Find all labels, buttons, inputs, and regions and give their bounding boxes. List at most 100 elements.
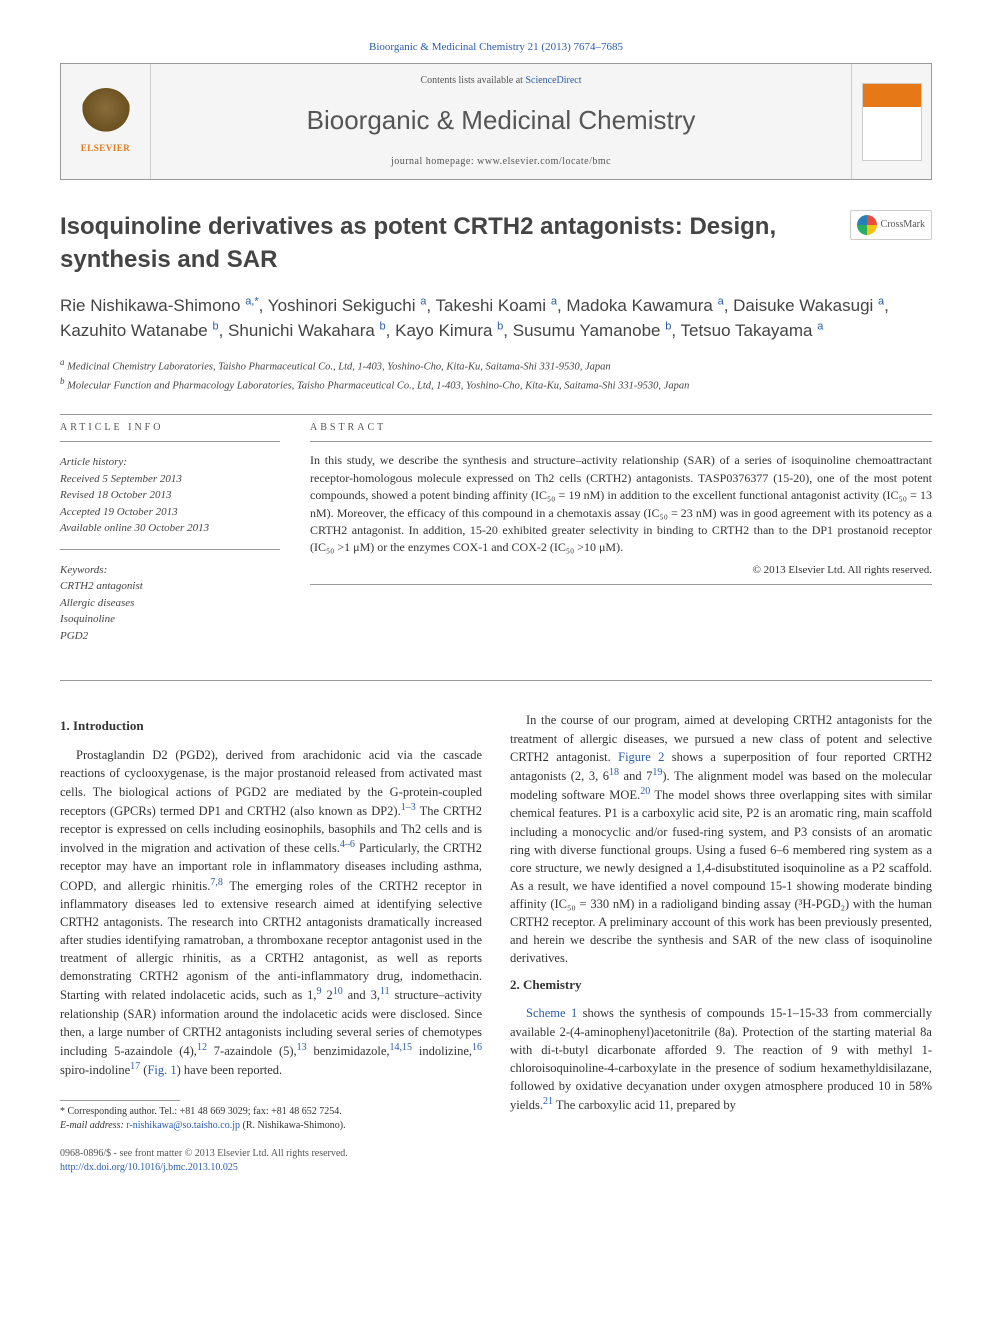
elsevier-label: ELSEVIER [81,142,131,155]
history-online: Available online 30 October 2013 [60,520,280,537]
ref-14-15[interactable]: 14,15 [390,1042,413,1053]
ref-17[interactable]: 17 [130,1061,140,1072]
crossmark-label: CrossMark [881,218,925,232]
keyword-1: Allergic diseases [60,595,280,612]
ref-21[interactable]: 21 [543,1096,553,1107]
keyword-0: CRTH2 antagonist [60,578,280,595]
article-title: Isoquinoline derivatives as potent CRTH2… [60,210,838,277]
crossmark-icon [857,215,877,235]
col2-p1e: The model shows three overlapping sites … [510,788,932,965]
keyword-3: PGD2 [60,628,280,645]
scheme-1-link[interactable]: Scheme 1 [526,1006,577,1020]
affiliation-a: a Medicinal Chemistry Laboratories, Tais… [60,356,932,375]
abstract-copyright: © 2013 Elsevier Ltd. All rights reserved… [310,563,932,578]
intro-p1i: benzimidazole, [307,1044,390,1058]
chemistry-heading: 2. Chemistry [510,976,932,995]
affiliation-b-text: Molecular Function and Pharmacology Labo… [67,381,689,392]
intro-paragraph: Prostaglandin D2 (PGD2), derived from ar… [60,746,482,1079]
journal-header-box: ELSEVIER Contents lists available at Sci… [60,63,932,179]
elsevier-logo[interactable]: ELSEVIER [61,64,151,178]
homepage-url[interactable]: www.elsevier.com/locate/bmc [477,156,611,167]
keyword-2: Isoquinoline [60,611,280,628]
page-root: Bioorganic & Medicinal Chemistry 21 (201… [0,0,992,1215]
ref-19[interactable]: 19 [652,767,662,778]
contents-line: Contents lists available at ScienceDirec… [161,74,841,88]
ref-12[interactable]: 12 [197,1042,207,1053]
history-revised: Revised 18 October 2013 [60,487,280,504]
history-accepted: Accepted 19 October 2013 [60,504,280,521]
chem-p1b: shows the synthesis of compounds 15-1–15… [510,1006,932,1112]
footer-left: 0968-0896/$ - see front matter © 2013 El… [60,1147,348,1175]
chemistry-paragraph: Scheme 1 shows the synthesis of compound… [510,1004,932,1114]
intro-p1f: and 3, [343,989,380,1003]
col2-p1c: and 7 [619,769,652,783]
divider-rule [60,414,932,415]
elsevier-tree-icon [81,88,131,138]
column-left: 1. Introduction Prostaglandin D2 (PGD2),… [60,711,482,1132]
article-info-heading: ARTICLE INFO [60,421,280,435]
corresponding-footnote: * Corresponding author. Tel.: +81 48 669… [60,1105,482,1133]
article-info-col: ARTICLE INFO Article history: Received 5… [60,421,280,650]
homepage-line: journal homepage: www.elsevier.com/locat… [161,155,841,169]
cover-image-icon [862,83,922,161]
corr-tel-fax: * Corresponding author. Tel.: +81 48 669… [60,1105,482,1119]
abstract-heading: ABSTRACT [310,421,932,435]
affiliations: a Medicinal Chemistry Laboratories, Tais… [60,356,932,395]
abstract-text: In this study, we describe the synthesis… [310,448,932,556]
abstract-rule-1 [310,441,932,442]
intro-p1m: ) have been reported. [177,1063,283,1077]
crossmark-badge[interactable]: CrossMark [850,210,932,240]
fig-2-link[interactable]: Figure 2 [618,750,664,764]
ref-20[interactable]: 20 [640,786,650,797]
intro-heading: 1. Introduction [60,717,482,736]
body-rule [60,680,932,681]
affiliation-a-text: Medicinal Chemistry Laboratories, Taisho… [67,361,610,372]
authors-list: Rie Nishikawa-Shimono a,*, Yoshinori Sek… [60,293,932,344]
body-columns: 1. Introduction Prostaglandin D2 (PGD2),… [60,711,932,1132]
ref-13[interactable]: 13 [297,1042,307,1053]
chem-p1c: The carboxylic acid 11, prepared by [553,1098,736,1112]
ref-7-8[interactable]: 7,8 [210,877,223,888]
info-rule-2 [60,549,280,550]
ref-11[interactable]: 11 [380,986,390,997]
contents-prefix: Contents lists available at [420,75,525,86]
corr-email-line: E-mail address: r-nishikawa@so.taisho.co… [60,1119,482,1133]
ref-16[interactable]: 16 [472,1042,482,1053]
ref-1-3[interactable]: 1–3 [401,802,416,813]
keywords-block: Keywords: CRTH2 antagonist Allergic dise… [60,556,280,651]
article-history: Article history: Received 5 September 20… [60,448,280,543]
sciencedirect-link[interactable]: ScienceDirect [525,75,581,86]
column-right: In the course of our program, aimed at d… [510,711,932,1132]
footnote-rule [60,1100,180,1101]
intro-p1h: 7-azaindole (5), [207,1044,297,1058]
journal-name: Bioorganic & Medicinal Chemistry [161,102,841,138]
corr-email-suffix: (R. Nishikawa-Shimono). [243,1120,346,1131]
ref-18[interactable]: 18 [609,767,619,778]
abstract-col: ABSTRACT In this study, we describe the … [310,421,932,650]
ref-10[interactable]: 10 [333,986,343,997]
history-label: Article history: [60,454,280,471]
intro-p1e: 2 [322,989,333,1003]
citation-header: Bioorganic & Medicinal Chemistry 21 (201… [60,40,932,55]
info-abstract-row: ARTICLE INFO Article history: Received 5… [60,421,932,650]
footer-bar: 0968-0896/$ - see front matter © 2013 El… [60,1147,932,1175]
intro-p1d: The emerging roles of the CRTH2 receptor… [60,879,482,1003]
affiliation-b: b Molecular Function and Pharmacology La… [60,375,932,394]
abstract-rule-2 [310,584,932,585]
cover-thumbnail[interactable] [851,64,931,178]
header-center: Contents lists available at ScienceDirec… [151,64,851,178]
title-row: Isoquinoline derivatives as potent CRTH2… [60,210,932,293]
front-matter-line: 0968-0896/$ - see front matter © 2013 El… [60,1147,348,1161]
keywords-label: Keywords: [60,562,280,579]
email-label: E-mail address: [60,1120,124,1131]
intro-p1j: indolizine, [412,1044,472,1058]
corr-email-link[interactable]: r-nishikawa@so.taisho.co.jp [126,1120,240,1131]
col2-paragraph-1: In the course of our program, aimed at d… [510,711,932,967]
homepage-prefix: journal homepage: [391,156,477,167]
fig-1-link[interactable]: Fig. 1 [147,1063,176,1077]
ref-4-6[interactable]: 4–6 [340,839,355,850]
info-rule-1 [60,441,280,442]
intro-p1k: spiro-indoline [60,1063,130,1077]
history-received: Received 5 September 2013 [60,471,280,488]
doi-link[interactable]: http://dx.doi.org/10.1016/j.bmc.2013.10.… [60,1162,238,1173]
